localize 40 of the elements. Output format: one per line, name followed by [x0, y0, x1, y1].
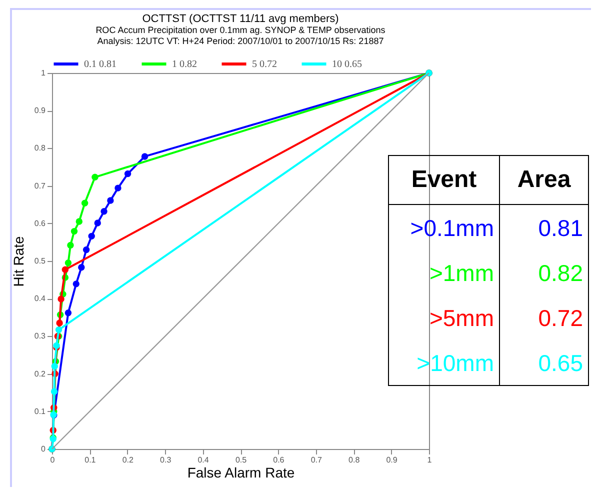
y-tick-label: 0.3	[34, 332, 46, 341]
legend-label: 0.1 0.81	[84, 59, 116, 70]
text: 0.72	[500, 295, 588, 340]
x-tick-label: 1	[427, 456, 432, 464]
x-tick-label: 0.7	[310, 456, 323, 464]
y-tick-label: 1	[41, 68, 46, 78]
legend-label: 1 0.82	[172, 59, 197, 70]
annotation: >1mm	[388, 250, 500, 295]
x-tick-label: 0.1	[84, 456, 96, 464]
legend-label: 10 0.65	[332, 59, 362, 70]
chart-subtitle: ROC Accum Precipitation over 0.1mm ag. SYNOP & TEMP observations Analysis: 12UTC VT: H+24 Period: 2007/10/01 to 2007/10/15 Rs: 21887	[96, 25, 386, 46]
legend-label: 5 0.72	[252, 59, 277, 70]
y-tick-label: 0.4	[34, 294, 46, 304]
y-tick-label: 0.2	[34, 369, 46, 378]
annotation: >10mm	[388, 340, 500, 386]
x-tick-label: 0	[50, 456, 56, 464]
y-tick-label: 0.1	[34, 406, 46, 416]
annotation: >5mm	[388, 295, 500, 340]
annotation: >0.1mm	[388, 204, 500, 250]
x-tick-label: 0.2	[122, 456, 134, 464]
y-tick-label: 0.8	[34, 144, 46, 153]
x-tick-label: 0.9	[386, 456, 398, 464]
x-tick-label: 0.5	[235, 456, 248, 464]
x-tick-label: 0.8	[348, 456, 360, 464]
x-axis-title: False Alarm Rate	[187, 464, 295, 480]
y-axis-title: Hit Rate	[10, 236, 26, 287]
text: 0.81	[500, 204, 588, 250]
y-tick-label: 0.5	[34, 256, 46, 266]
y-tick-label: 0.6	[34, 218, 46, 228]
y-tick-label: 0	[41, 444, 46, 454]
x-tick-label: 0.3	[160, 456, 172, 464]
text: 0.82	[500, 250, 588, 295]
x-tick-label: 0.4	[198, 456, 210, 464]
y-tick-label: 0.7	[34, 181, 46, 190]
annotation: Event	[388, 156, 500, 204]
chart-title: OCTTST (OCTTST 11/11 avg members)	[142, 13, 339, 25]
y-tick-label: 0.9	[34, 106, 46, 116]
text: 0.65	[500, 340, 588, 386]
x-tick-label: 0.6	[273, 456, 285, 464]
text: Area	[500, 156, 588, 204]
